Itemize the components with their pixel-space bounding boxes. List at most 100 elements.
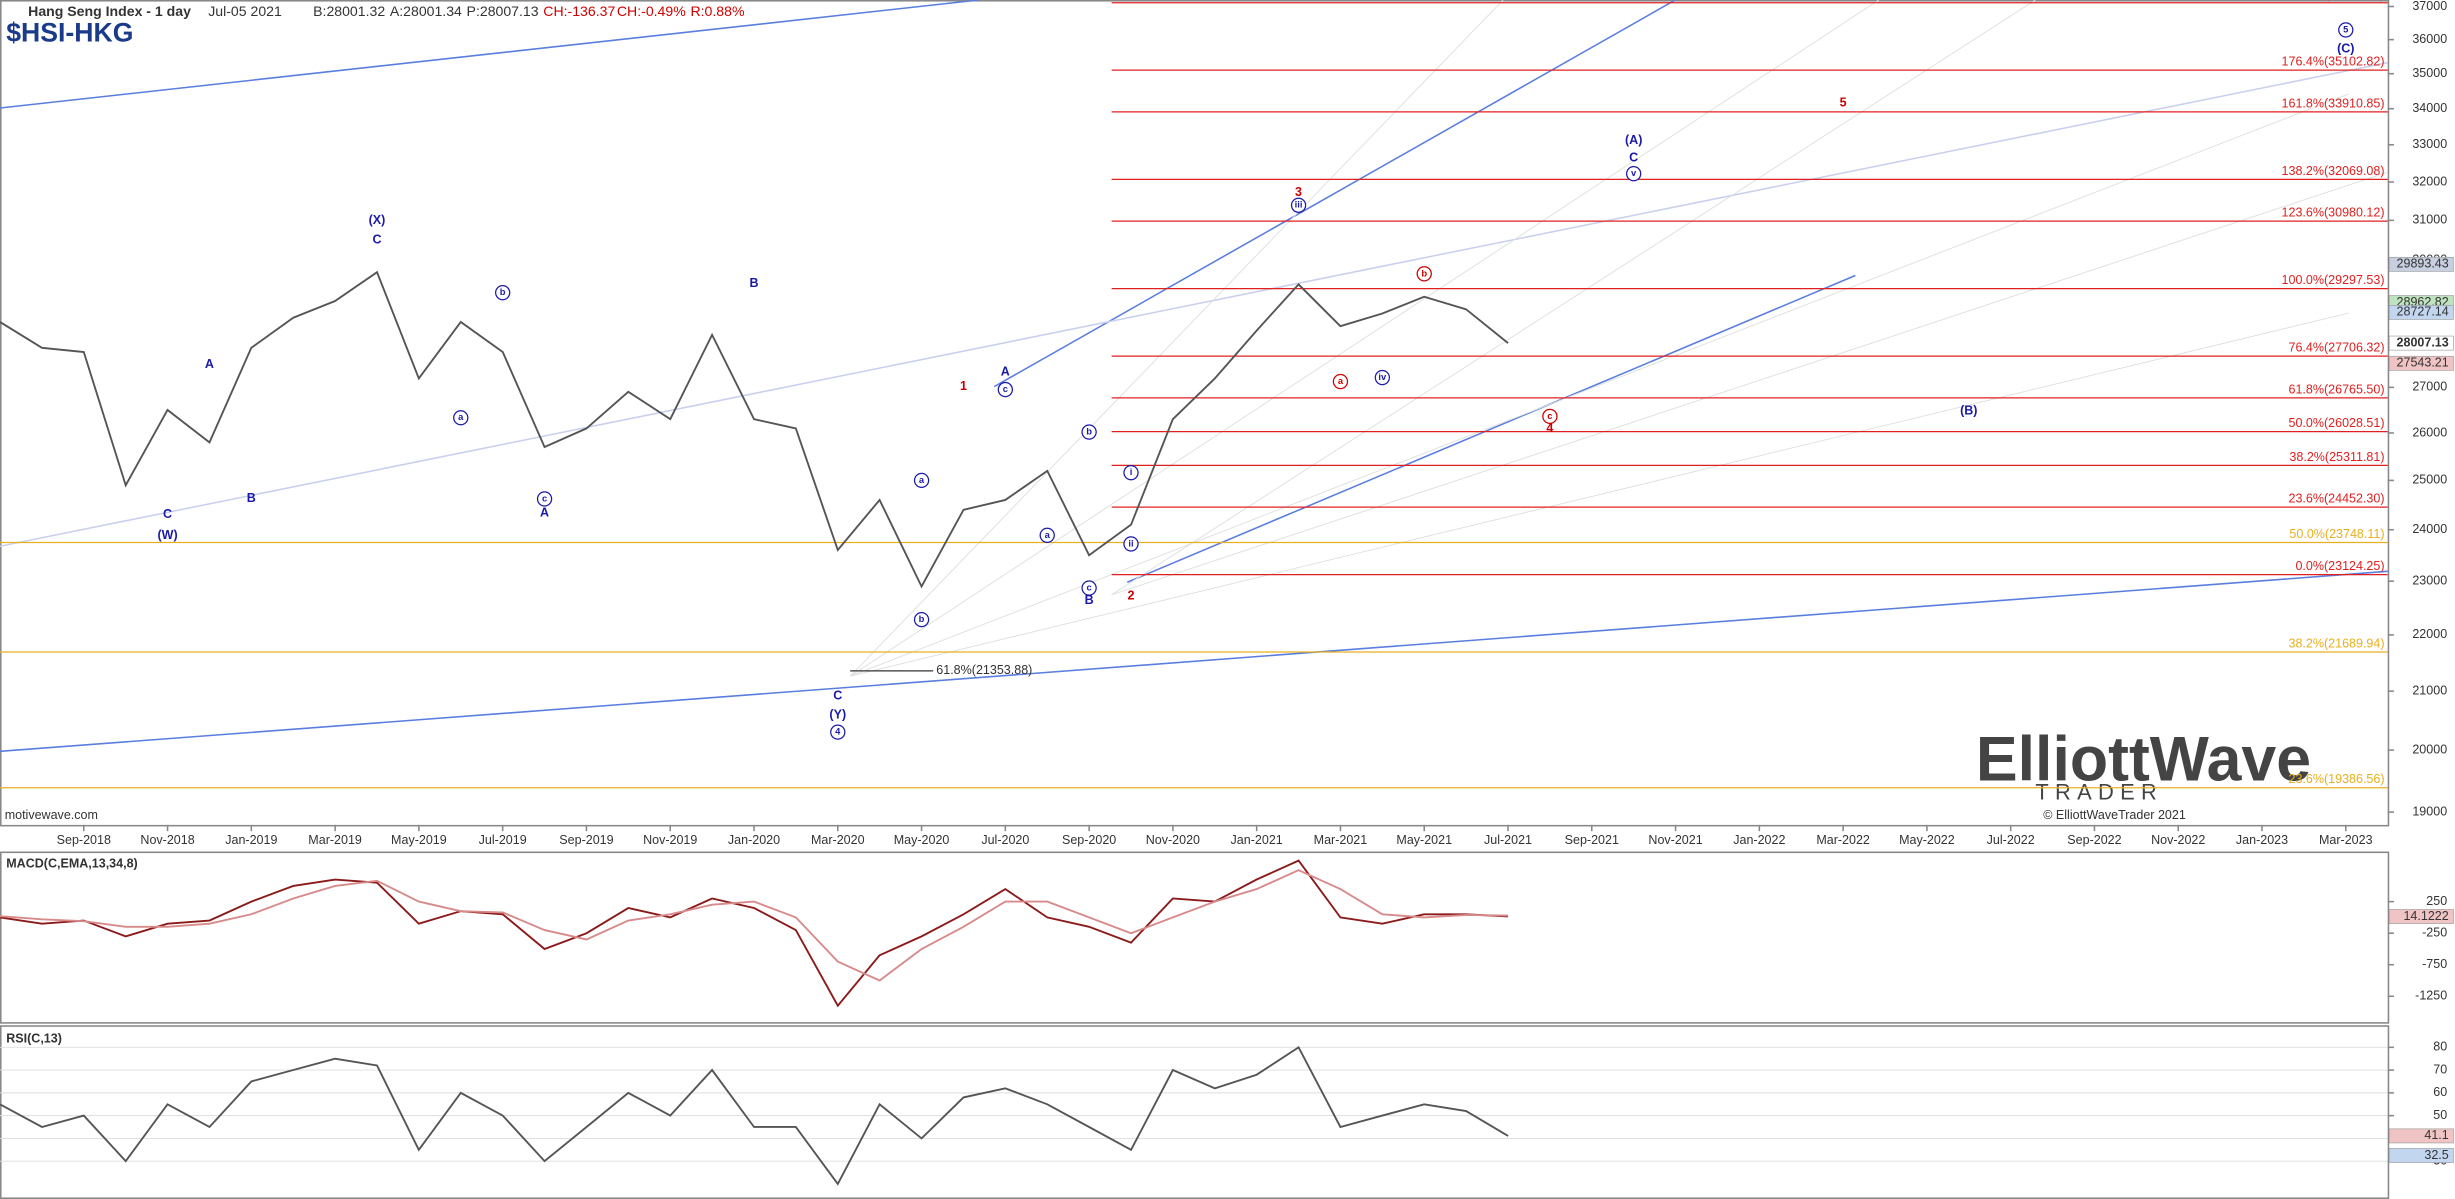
- x-tick-label: Jan-2023: [2236, 833, 2288, 847]
- wave-circle: [1081, 580, 1097, 596]
- wave-label: C: [372, 232, 381, 246]
- fib-label: 23.6%(19386.56): [2289, 772, 2385, 786]
- wave-label: b: [1421, 267, 1427, 278]
- wave-circle: [913, 611, 930, 628]
- y-tick-label: -1250: [2415, 989, 2447, 1003]
- symbol: $HSI-HKG: [6, 17, 133, 47]
- y-tick-label: 70: [2433, 1062, 2447, 1076]
- fib-note-label: 61.8%(21353.88): [936, 663, 1032, 677]
- y-tick-label: 250: [2426, 894, 2447, 908]
- wave-label: b: [500, 286, 506, 297]
- fib-label: 23.6%(24452.30): [2289, 492, 2385, 506]
- x-tick-label: Nov-2018: [140, 833, 194, 847]
- y-tick-label: 24000: [2412, 522, 2447, 536]
- x-tick-label: May-2022: [1899, 833, 1955, 847]
- x-tick-label: Jul-2020: [981, 833, 1029, 847]
- x-tick-label: Jul-2019: [479, 833, 527, 847]
- x-tick-label: Sep-2018: [57, 833, 111, 847]
- wave-label: 5: [2343, 23, 2348, 34]
- y-tick-label: 50: [2433, 1108, 2447, 1122]
- wave-label: 2: [1128, 588, 1135, 602]
- x-tick-label: Jan-2019: [225, 833, 277, 847]
- wave-label: 4: [835, 726, 841, 737]
- quote: B:28001.32: [313, 3, 385, 19]
- wave-label: c: [1087, 582, 1092, 593]
- wave-label: C: [163, 507, 172, 521]
- wave-label: ii: [1128, 537, 1133, 548]
- y-tick-label: 32000: [2412, 174, 2447, 188]
- wave-circle: [1081, 424, 1097, 440]
- wave-label: B: [749, 276, 758, 290]
- y-tick-label: 33000: [2412, 137, 2447, 151]
- wave-label: v: [1631, 167, 1637, 178]
- fib-label: 50.0%(26028.51): [2289, 416, 2385, 430]
- fib-label: 138.2%(32069.08): [2282, 164, 2385, 178]
- wave-label: a: [919, 474, 925, 485]
- copyright: © ElliottWaveTrader 2021: [2043, 808, 2186, 822]
- value-tag: [2388, 335, 2454, 351]
- x-tick-label: Nov-2021: [1648, 833, 1702, 847]
- panel-title: RSI(C,13): [6, 1032, 62, 1046]
- value-tag: [2388, 909, 2454, 924]
- series-line: [0, 270, 1509, 589]
- y-tick-label: 21000: [2412, 683, 2447, 697]
- wave-label: c: [542, 492, 547, 503]
- wave-label: b: [919, 613, 925, 624]
- wave-label: (B): [1960, 404, 1977, 418]
- wave-label: 5: [1840, 96, 1847, 110]
- y-tick-label: 23000: [2412, 573, 2447, 587]
- wave-label: a: [458, 411, 464, 422]
- value-tag-label: 32.5: [2424, 1148, 2448, 1162]
- wave-label: A: [540, 506, 549, 520]
- wave-circle: [997, 381, 1014, 398]
- wave-circle: [913, 472, 930, 489]
- x-tick-label: Mar-2021: [1314, 833, 1368, 847]
- fib-label: 76.4%(27706.32): [2289, 341, 2385, 355]
- value-tag-label: 28727.14: [2397, 305, 2449, 319]
- wave-label: a: [1338, 375, 1344, 386]
- quote: A:28001.34: [390, 3, 462, 19]
- x-tick-label: Jul-2021: [1484, 833, 1532, 847]
- wave-circle: [830, 724, 846, 740]
- x-tick-label: Mar-2019: [308, 833, 362, 847]
- x-tick-label: Mar-2020: [811, 833, 865, 847]
- wave-circle: [1542, 408, 1558, 425]
- fib-label: 38.2%(25311.81): [2289, 450, 2384, 464]
- wave-circle: [1123, 465, 1139, 481]
- x-tick-label: Mar-2022: [1816, 833, 1870, 847]
- value-tag-label: 28007.13: [2397, 335, 2449, 349]
- value-tag-label: 14.1222: [2403, 909, 2448, 923]
- y-tick-label: -250: [2422, 925, 2447, 939]
- x-tick-label: May-2021: [1396, 833, 1452, 847]
- wave-label: A: [1001, 365, 1010, 379]
- frames: [0, 0, 2390, 1199]
- y-tick-label: -750: [2422, 957, 2447, 971]
- wave-circle: [1123, 536, 1139, 552]
- value-tag: [2388, 355, 2454, 371]
- value-tag: [2388, 305, 2454, 320]
- series-line: [0, 859, 1509, 1008]
- y-tick-label: 20000: [2412, 742, 2447, 756]
- wave-circle: [536, 491, 553, 507]
- x-tick-label: Jan-2021: [1231, 833, 1283, 847]
- y-tick-label: 35000: [2412, 66, 2447, 80]
- wave-label: (Y): [829, 707, 846, 721]
- quote: P:28007.13: [467, 3, 539, 19]
- value-tag-label: 41.1: [2424, 1128, 2448, 1142]
- x-tick-label: Jan-2020: [728, 833, 780, 847]
- x-tick-label: Sep-2022: [2067, 833, 2121, 847]
- date: Jul-05 2021: [208, 3, 282, 19]
- wave-label: B: [1085, 593, 1094, 607]
- logo: ElliottWave: [1976, 724, 2311, 794]
- fib-label: 176.4%(35102.82): [2282, 55, 2385, 69]
- y-tick-label: 27000: [2412, 380, 2447, 394]
- wave-circle: [1290, 197, 1307, 213]
- x-tick-label: May-2019: [391, 833, 447, 847]
- y-tick-label: 25000: [2412, 473, 2447, 487]
- wave-label: A: [205, 357, 214, 371]
- wave-circle: [1374, 369, 1391, 386]
- y-tick-label: 26000: [2412, 425, 2447, 439]
- wave-circle: [453, 410, 469, 426]
